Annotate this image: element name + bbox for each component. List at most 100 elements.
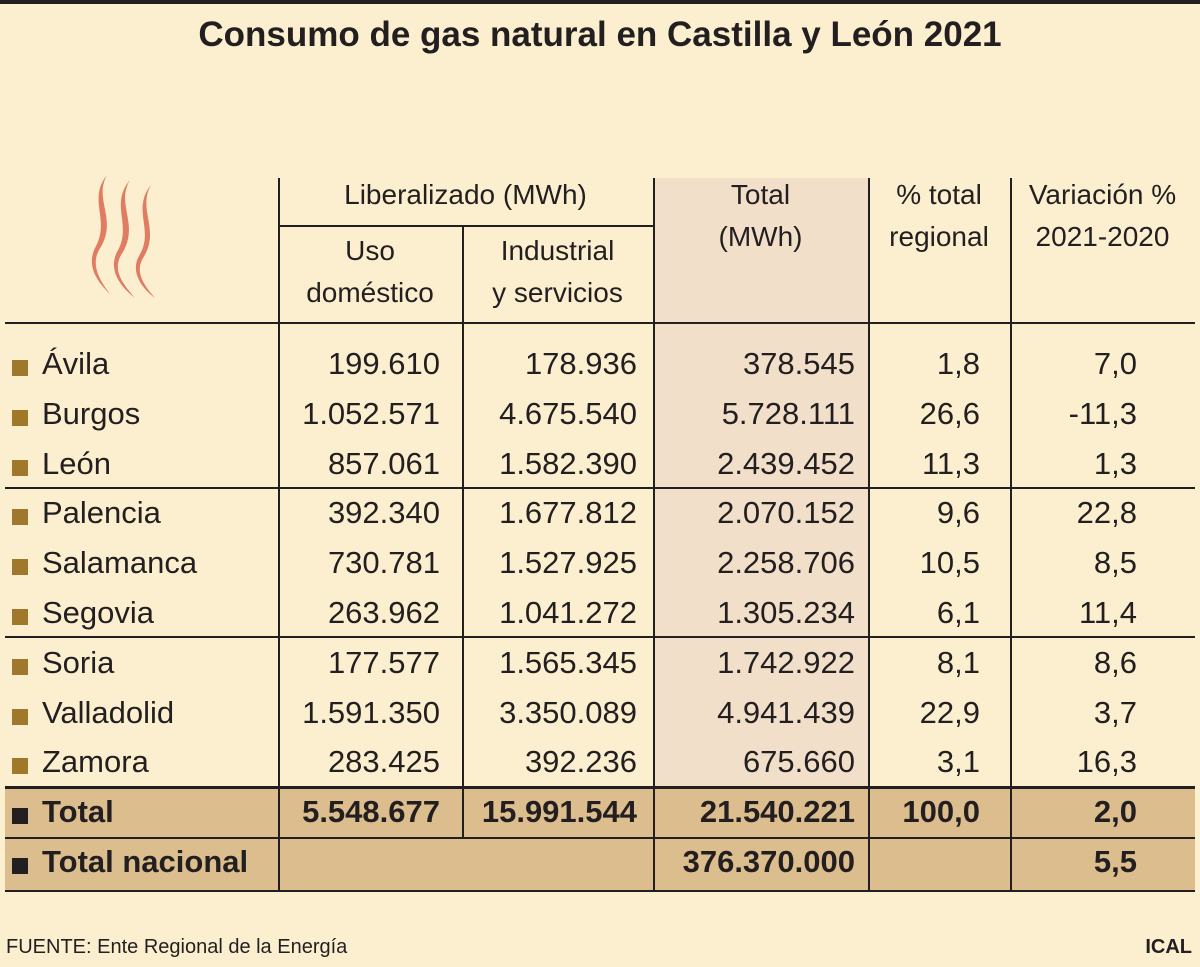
cell-value: 857.061: [327, 445, 440, 481]
cell-value: 9,6: [936, 495, 980, 531]
column-header: regional: [889, 221, 989, 252]
cell-value: 376.370.000: [682, 844, 855, 879]
cell-value: 8,5: [1093, 545, 1137, 581]
cell-value: 1,8: [936, 346, 980, 381]
bullet: [12, 360, 28, 376]
column-header: Variación %: [1028, 179, 1177, 210]
row-label: Salamanca: [42, 545, 198, 581]
cell-value: 2.439.452: [717, 445, 855, 481]
cell-value: 100,0: [902, 794, 980, 829]
column-header: Industrial: [500, 235, 615, 266]
cell-value: 26,6: [919, 395, 980, 431]
row-label: Zamora: [42, 744, 149, 780]
row-label: Total nacional: [42, 844, 249, 879]
group-header: Liberalizado (MWh): [344, 179, 587, 210]
cell-value: 6,1: [936, 595, 980, 630]
cell-value: -11,3: [1068, 395, 1137, 431]
bullet: [12, 808, 28, 824]
credit: ICAL: [1145, 936, 1192, 958]
cell-value: 675.660: [742, 744, 855, 780]
rule: [653, 178, 655, 890]
rule: [278, 225, 653, 227]
cell-value: 4.941.439: [717, 694, 855, 730]
column-header: 2021-2020: [1035, 221, 1170, 252]
cell-value: 10,5: [919, 545, 980, 581]
cell-value: 15.991.544: [481, 794, 637, 829]
cell-value: 2,0: [1093, 794, 1137, 829]
cell-value: 11,3: [921, 445, 980, 481]
cell-value: 8,6: [1093, 644, 1137, 680]
rule: [5, 636, 1195, 638]
cell-value: 3.350.089: [499, 694, 637, 730]
row-label: Palencia: [42, 495, 161, 531]
bullet: [12, 708, 28, 725]
column-header: (MWh): [718, 221, 803, 252]
cell-value: 199.610: [327, 346, 440, 381]
title: Consumo de gas natural en Castilla y Leó…: [198, 15, 1002, 54]
cell-value: 1.677.812: [499, 495, 637, 531]
total-column-shade: [653, 178, 868, 787]
bullet: [12, 409, 28, 426]
rule: [278, 178, 280, 890]
bullet: [12, 758, 28, 775]
cell-value: 1.527.925: [499, 545, 637, 581]
cell-value: 21.540.221: [699, 794, 855, 829]
cell-value: 3,1: [936, 744, 980, 780]
cell-value: 11,4: [1078, 595, 1137, 630]
cell-value: 1.305.234: [717, 595, 855, 630]
cell-value: 1.052.571: [302, 395, 440, 431]
cell-value: 730.781: [327, 545, 440, 581]
cell-value: 1.742.922: [717, 644, 855, 680]
cell-value: 8,1: [936, 644, 980, 680]
cell-value: 177.577: [327, 644, 440, 680]
row-label: Segovia: [42, 595, 155, 630]
cell-value: 1.041.272: [499, 595, 637, 630]
rule: [5, 890, 1195, 892]
cell-value: 1.591.350: [302, 694, 440, 730]
cell-value: 7,0: [1093, 346, 1137, 381]
bullet: [12, 609, 28, 625]
cell-value: 283.425: [327, 744, 440, 780]
cell-value: 5.548.677: [302, 794, 440, 829]
rule: [462, 225, 464, 837]
cell-value: 1,3: [1093, 445, 1137, 481]
cell-value: 392.340: [327, 495, 440, 531]
cell-value: 5,5: [1093, 844, 1137, 879]
top-rule: [0, 0, 1200, 4]
cell-value: 1.582.390: [499, 445, 637, 481]
rule: [1010, 178, 1012, 890]
row-label: Ávila: [42, 346, 110, 381]
row-label: León: [42, 445, 111, 481]
cell-value: 378.545: [742, 346, 855, 381]
cell-value: 4.675.540: [499, 395, 637, 431]
cell-value: 5.728.111: [721, 395, 855, 431]
cell-value: 2.258.706: [717, 545, 855, 581]
cell-value: 22,9: [919, 694, 980, 730]
row-label: Burgos: [42, 395, 141, 431]
column-header: Total: [730, 179, 791, 210]
rule: [5, 786, 1195, 789]
rule: [5, 487, 1195, 489]
flame-icon: [91, 175, 155, 298]
bullet: [12, 559, 28, 576]
cell-value: 3,7: [1093, 694, 1137, 730]
bullet: [12, 459, 28, 476]
bullet: [12, 509, 28, 526]
rule: [868, 178, 870, 890]
cell-value: 1.565.345: [499, 644, 637, 680]
row-label: Soria: [42, 644, 115, 680]
cell-value: 263.962: [327, 595, 440, 630]
source: FUENTE: Ente Regional de la Energía: [6, 936, 348, 958]
column-header: % total: [896, 179, 982, 210]
column-header: doméstico: [306, 277, 434, 308]
bullet: [12, 658, 28, 675]
column-header: y servicios: [492, 277, 623, 308]
bullet: [12, 858, 28, 874]
cell-value: 178.936: [524, 346, 637, 381]
cell-value: 392.236: [524, 744, 637, 780]
row-label: Total: [42, 794, 114, 829]
cell-value: 2.070.152: [717, 495, 855, 531]
row-label: Valladolid: [42, 694, 175, 730]
cell-value: 16,3: [1076, 744, 1137, 780]
